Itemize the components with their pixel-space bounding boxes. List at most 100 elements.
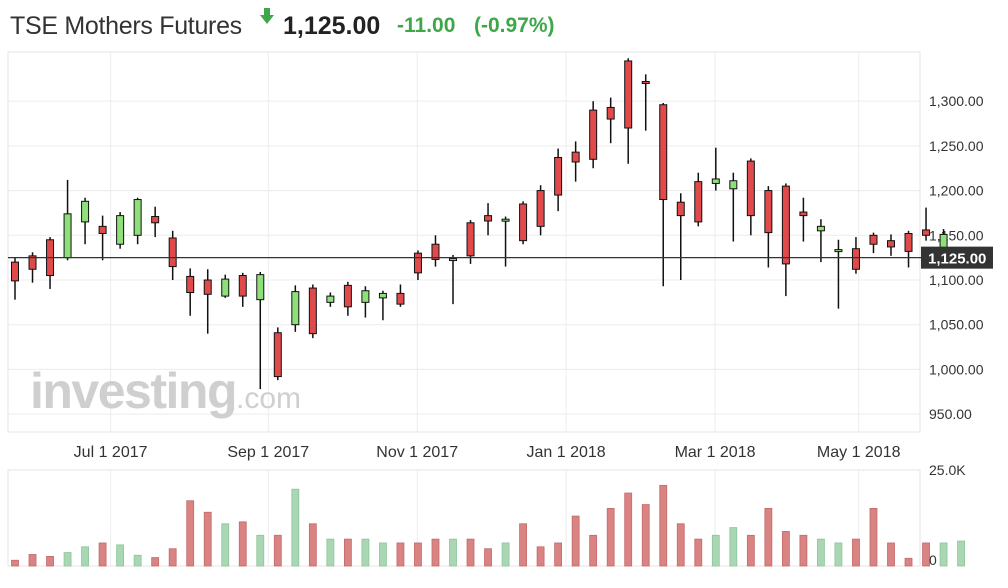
volume-bar [641,504,650,567]
candle-body [869,234,878,245]
volume-bar [519,523,527,567]
candle-body [781,185,790,265]
candle-body [98,225,107,235]
volume-bar [571,515,580,567]
x-tick-label: Nov 1 2017 [376,444,458,461]
candle-body [589,109,598,160]
candle-body [676,201,685,217]
candle-body [746,160,755,217]
candle-body [238,275,247,297]
volume-bar [589,534,598,567]
volume-bar [746,534,755,567]
volume-bar [168,548,177,567]
candle-body [449,258,457,262]
volume-bar [922,542,930,567]
y-tick-label: 1,150.00 [929,227,984,243]
volume-bar [81,546,89,567]
volume-bar [817,538,825,567]
candle-body [501,218,510,222]
instrument-title: TSE Mothers Futures [10,12,242,40]
volume-bar [676,523,685,567]
candle-body [711,178,720,184]
y-tick-label: 1,100.00 [929,272,984,288]
candle-body [396,292,405,305]
volume-bar [46,556,54,567]
candle-body [834,249,843,253]
chart-header: TSE Mothers Futures 1,125.00 -11.00 (-0.… [0,0,1008,46]
candle-body [606,106,615,120]
volume-bar [238,521,247,567]
candle-body [256,274,265,301]
volume-bar [273,534,282,567]
volume-bar [431,538,440,567]
volume-tick-label: 25.0K [929,462,966,478]
candle-body [694,181,703,223]
candle-body [273,332,282,378]
y-tick-label: 1,200.00 [929,183,984,199]
candle-body [203,279,212,295]
candle-body [729,180,738,190]
candle-body [624,60,633,129]
last-price: 1,125.00 [283,12,381,40]
y-tick-label: 1,250.00 [929,138,984,154]
volume-bar [834,542,843,567]
candle-body [28,255,37,270]
volume-bar [133,554,142,567]
volume-bar [186,500,195,567]
volume-bar [63,552,72,567]
candle-body [133,199,142,236]
candle-body [221,278,230,297]
candle-body [641,81,650,85]
candle-body [168,237,177,268]
volume-bar [781,531,790,567]
volume-bar [659,484,668,567]
candle-body [799,211,808,217]
candle-body [922,229,931,236]
x-tick-label: Jul 1 2017 [74,444,148,461]
candle-body [116,215,125,245]
volume-bar [11,559,19,567]
volume-bar [869,507,878,567]
candle-body [554,157,563,196]
last-price-badge [921,246,993,269]
volume-bar [729,527,738,567]
volume-bar [379,542,387,567]
volume-bar [308,523,317,567]
candle-body [291,291,300,326]
volume-bar [711,534,720,567]
x-tick-label: Mar 1 2018 [675,444,756,461]
volume-bar [554,542,563,567]
x-tick-label: Jan 1 2018 [527,444,606,461]
candle-body [11,261,19,282]
volume-bar [904,557,913,567]
candle-body [816,225,825,232]
volume-bar [151,557,160,567]
candle-body [571,151,580,163]
price-plot-frame [7,51,921,433]
candle-body [378,292,387,299]
volume-bar [484,548,492,567]
down-arrow-icon [260,8,274,31]
volume-bar [852,538,860,567]
candle-body [343,284,352,308]
volume-bar [116,544,125,567]
y-tick-label: 1,300.00 [929,93,984,109]
candle-body [81,200,90,223]
candle-body [536,190,545,227]
investing-watermark: investing.com [30,363,301,419]
y-tick-label: 1,050.00 [929,317,984,333]
volume-bar [414,542,422,567]
volume-bar [361,538,370,567]
volume-bar [887,542,895,567]
candle-body [63,213,72,259]
volume-bar [799,534,808,567]
volume-bar [343,538,352,567]
price-change-percent: (-0.97%) [474,14,555,37]
volume-bar [939,542,948,567]
y-tick-label: 1,000.00 [929,361,984,377]
volume-bar [326,538,335,567]
candle-body [484,215,493,222]
volume-bar [449,538,457,567]
candle-body [519,203,528,242]
